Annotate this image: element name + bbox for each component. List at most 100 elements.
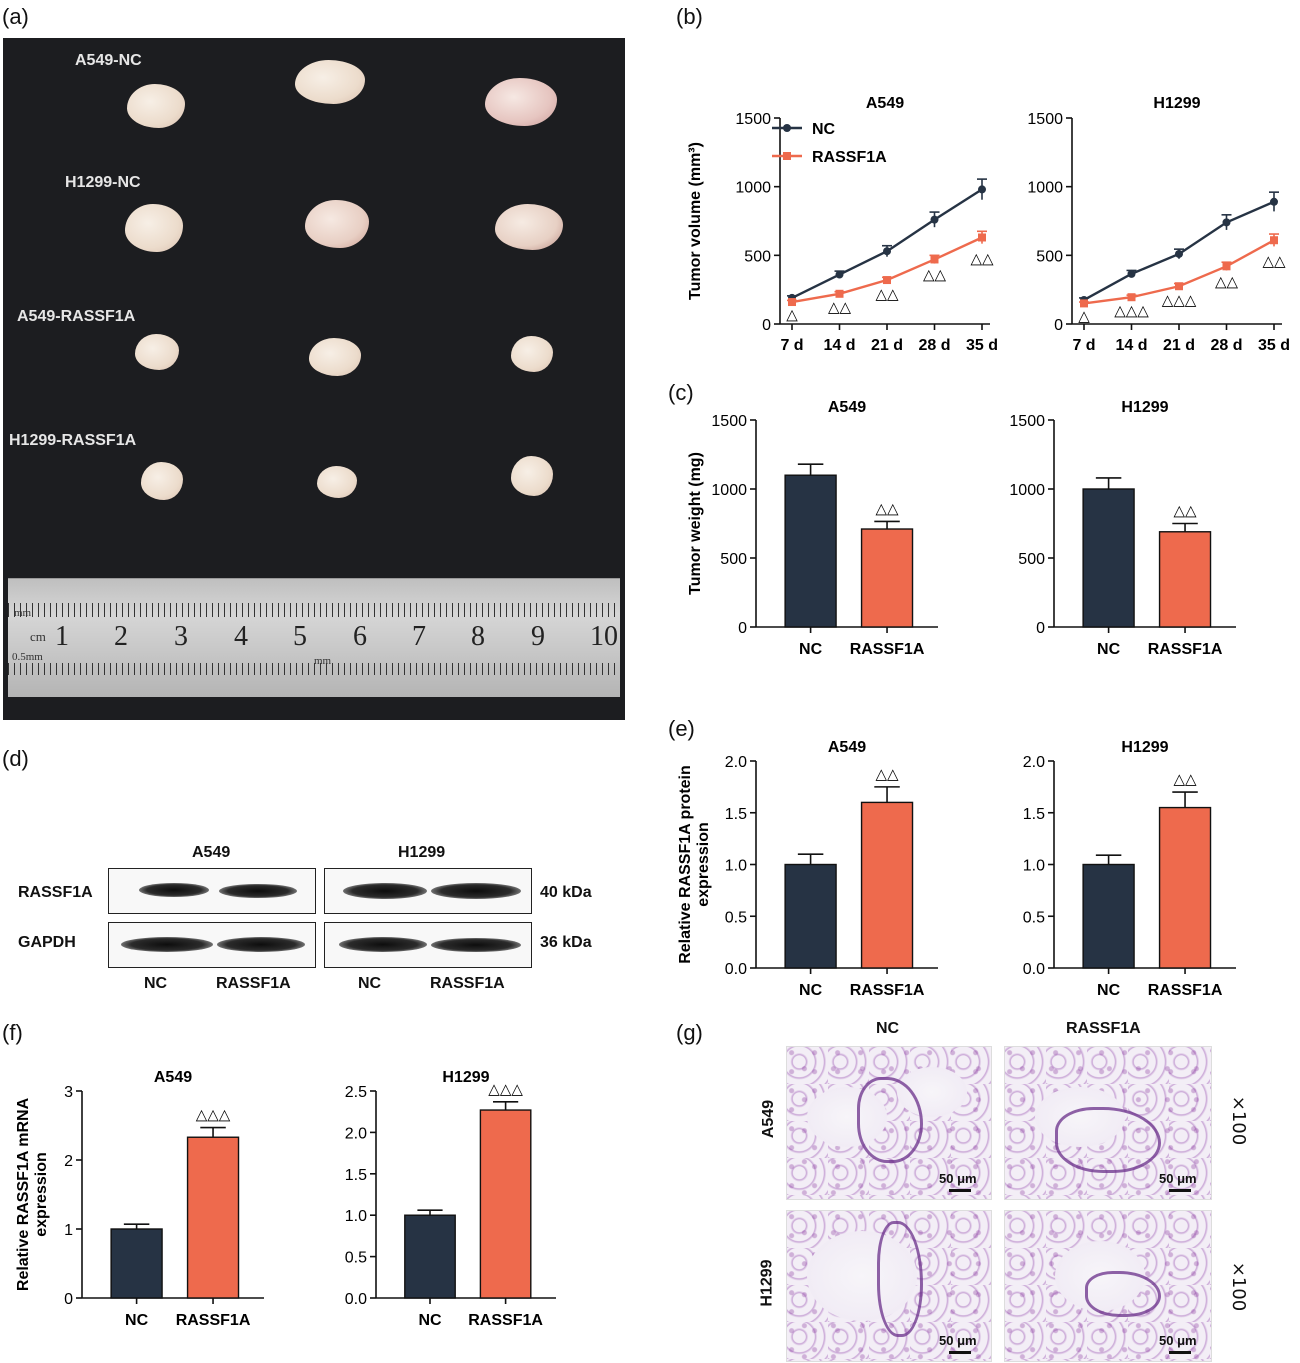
y-tick-label: 1.5: [725, 806, 747, 823]
data-point: [1270, 236, 1278, 245]
y-tick-label: 500: [744, 248, 771, 265]
wb-protein-label: GAPDH: [18, 934, 76, 951]
y-tick-label: 1000: [711, 482, 747, 499]
tumor-sample: [309, 338, 361, 376]
histo-column-label: RASSF1A: [1066, 1020, 1141, 1037]
x-tick-label: NC: [125, 1312, 149, 1329]
wb-blot-rassf1a-h1299: [324, 868, 532, 914]
tumor-sample: [135, 334, 179, 370]
bar-rassf1a: [860, 528, 914, 628]
x-tick-label: 35 d: [1258, 337, 1290, 354]
tumor-sample: [485, 78, 557, 126]
significance-marker: △△: [1262, 253, 1286, 270]
x-tick-label: 7 d: [1072, 337, 1095, 354]
data-point: [1080, 299, 1088, 308]
tumor-sample: [141, 462, 183, 500]
ruler-half-mm-label: 0.5mm: [12, 651, 43, 663]
bar-rassf1a: [1158, 806, 1212, 969]
tumor-sample: [125, 204, 183, 252]
wb-band: [121, 937, 213, 952]
tumor-sample: [495, 204, 563, 250]
x-tick-label: 14 d: [1115, 337, 1147, 354]
ruler-mm-label: mm: [314, 655, 332, 667]
x-tick-label: RASSF1A: [1148, 982, 1223, 999]
y-tick-label: 500: [720, 551, 747, 568]
tumor-sample: [511, 456, 553, 496]
panel-label-c: (c): [668, 380, 694, 405]
magnification-label: ×100: [1228, 1261, 1250, 1312]
tumor-sample: [305, 200, 369, 248]
x-tick-label: NC: [418, 1312, 442, 1329]
y-tick-label: 2.5: [345, 1084, 367, 1101]
significance-marker: △△: [970, 250, 994, 267]
legend-marker: [783, 152, 791, 160]
legend-label: RASSF1A: [812, 149, 887, 166]
significance-marker: △△△: [1162, 292, 1197, 309]
data-point: [1270, 197, 1278, 206]
y-axis-label: Relative RASSF1A proteinexpression: [677, 765, 712, 964]
legend-marker: [783, 124, 791, 132]
x-tick-label: NC: [1097, 982, 1121, 999]
y-tick-label: 1.0: [1023, 858, 1045, 875]
data-point: [883, 276, 891, 285]
scale-bar-label: 50 μm: [939, 1333, 977, 1348]
bar-nc: [784, 474, 837, 628]
data-point: [883, 247, 891, 256]
bar-rassf1a: [860, 801, 914, 969]
chart-title: H1299: [1121, 739, 1168, 756]
chart-title: H1299: [1153, 95, 1200, 112]
vessel: [877, 1221, 923, 1337]
histo-row-label: A549: [760, 1099, 778, 1139]
x-tick-label: 28 d: [1210, 337, 1242, 354]
y-tick-label: 3: [64, 1084, 73, 1101]
wb-band: [431, 883, 521, 899]
y-tick-label: 0: [1036, 620, 1045, 637]
magnification-label: ×100: [1228, 1095, 1250, 1146]
ruler-number: 8: [471, 621, 485, 652]
significance-marker: △: [786, 307, 798, 324]
data-point: [930, 255, 939, 264]
vessel: [1055, 1107, 1161, 1173]
chart-title: H1299: [442, 1069, 489, 1086]
panel-label-e: (e): [668, 716, 695, 741]
y-tick-label: 0.0: [1023, 961, 1045, 978]
wb-blot-gapdh-a549: [108, 922, 316, 968]
x-tick-label: 21 d: [1163, 337, 1195, 354]
y-tick-label: 0.5: [725, 909, 747, 926]
y-tick-label: 1.5: [345, 1167, 367, 1184]
histology-image-a549-rassf1a: 50 μm: [1004, 1046, 1212, 1200]
y-tick-label: 2: [64, 1153, 73, 1170]
significance-marker: △△: [1215, 273, 1239, 290]
y-tick-label: 1000: [735, 180, 771, 197]
y-tick-label: 0: [1054, 317, 1063, 334]
y-axis-label: Relative RASSF1A mRNAexpression: [15, 1097, 50, 1291]
histo-column-label: NC: [876, 1020, 900, 1037]
chart-title: A549: [866, 95, 904, 112]
significance-marker: △△: [1174, 503, 1198, 520]
vessel: [1085, 1271, 1161, 1317]
ruler-number: 9: [531, 621, 545, 652]
x-tick-label: RASSF1A: [850, 641, 925, 658]
wb-band: [339, 937, 427, 952]
vessel: [857, 1077, 923, 1163]
chart-title: A549: [828, 399, 866, 416]
significance-marker: △△: [923, 267, 947, 284]
significance-marker: △△: [1174, 771, 1198, 788]
scale-bar-label: 50 μm: [939, 1171, 977, 1186]
tumor-sample: [317, 466, 357, 498]
bar-rassf1a: [186, 1136, 240, 1299]
y-tick-label: 1500: [735, 111, 771, 128]
y-tick-label: 1.0: [725, 858, 747, 875]
data-point: [978, 233, 986, 242]
ruler-number: 5: [293, 621, 307, 652]
ruler-number: 10: [590, 621, 618, 652]
data-point: [978, 185, 986, 194]
y-tick-label: 0.0: [725, 961, 747, 978]
y-tick-label: 2.0: [725, 754, 747, 771]
wb-lane-label: RASSF1A: [216, 975, 291, 992]
data-point: [835, 289, 844, 298]
ruler-ticks: [8, 603, 620, 617]
ruler-number: 6: [353, 621, 367, 652]
photo-row-label: A549-RASSF1A: [17, 308, 136, 325]
